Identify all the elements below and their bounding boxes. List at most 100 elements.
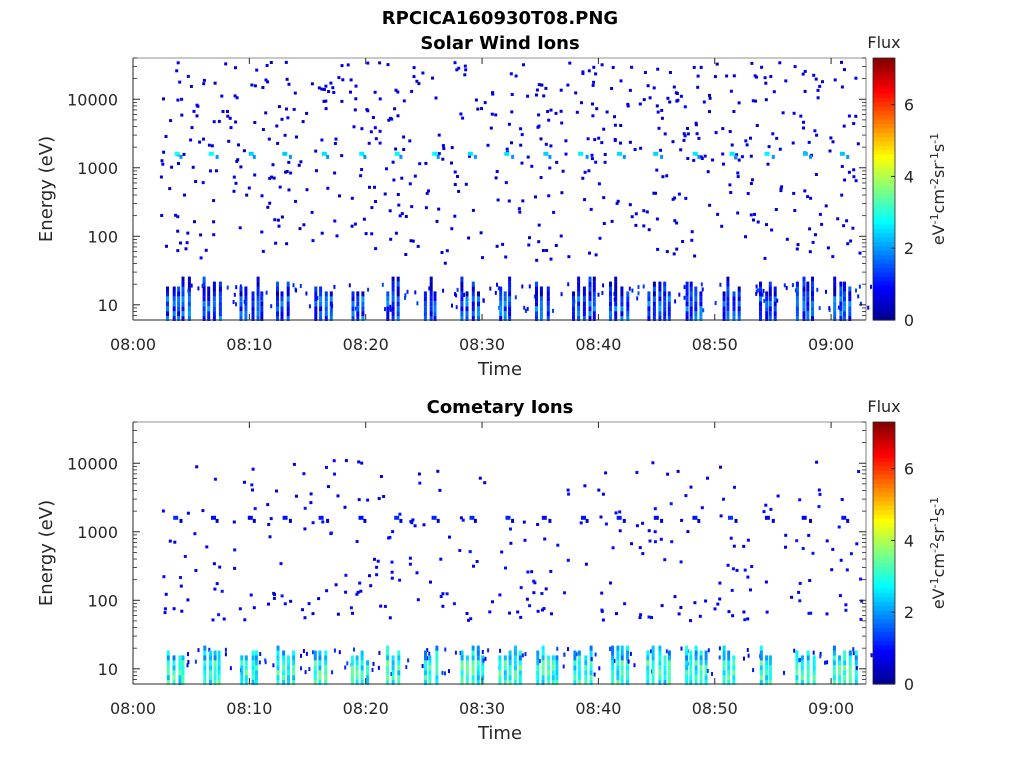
- low-energy-cell: [722, 645, 726, 651]
- scatter-count-cell: [417, 472, 421, 476]
- colorbar-segment: [873, 587, 895, 593]
- low-energy-cell: [503, 316, 507, 321]
- band-cell: [248, 151, 254, 156]
- low-energy-cell: [508, 665, 512, 671]
- scatter-count-cell: [597, 136, 601, 140]
- scatter-count-cell: [684, 196, 688, 200]
- low-energy-cell: [371, 667, 374, 672]
- low-energy-cell: [843, 286, 846, 292]
- low-energy-cell: [765, 660, 769, 666]
- low-energy-cell: [244, 670, 248, 676]
- scatter-count-cell: [303, 616, 307, 620]
- low-energy-cell: [177, 291, 181, 297]
- low-energy-cell: [276, 665, 280, 671]
- band-cell: [653, 515, 659, 520]
- scatter-count-cell: [266, 80, 270, 84]
- scatter-count-cell: [239, 165, 243, 169]
- low-energy-cell: [260, 301, 264, 307]
- low-energy-cell: [795, 301, 799, 307]
- low-energy-cell: [187, 296, 191, 302]
- scatter-count-cell: [180, 113, 184, 117]
- scatter-count-cell: [718, 581, 722, 585]
- scatter-count-cell: [808, 250, 812, 254]
- scatter-count-cell: [299, 160, 303, 164]
- low-energy-cell: [802, 276, 806, 282]
- low-energy-cell: [331, 670, 334, 675]
- colorbar-segment: [873, 162, 895, 168]
- colorbar-segment: [873, 315, 895, 321]
- band-cell: [622, 154, 626, 159]
- low-energy-cell: [329, 296, 333, 302]
- low-energy-cell: [795, 670, 799, 676]
- low-energy-cell: [503, 675, 507, 681]
- low-energy-cell: [722, 301, 726, 307]
- low-energy-cell: [614, 301, 618, 307]
- low-energy-cell: [694, 675, 698, 681]
- scatter-count-cell: [540, 592, 544, 595]
- scatter-count-cell: [177, 162, 180, 165]
- low-energy-cell: [718, 655, 721, 660]
- scatter-count-cell: [509, 541, 513, 545]
- low-energy-cell: [197, 648, 200, 653]
- low-energy-cell: [172, 660, 176, 666]
- scatter-count-cell: [618, 510, 622, 514]
- low-energy-cell: [806, 675, 810, 681]
- colorbar-segment: [873, 535, 895, 541]
- scatter-count-cell: [718, 597, 722, 601]
- scatter-count-cell: [437, 207, 441, 211]
- low-energy-cell: [465, 296, 469, 302]
- scatter-count-cell: [752, 218, 755, 222]
- low-energy-cell: [726, 311, 730, 317]
- scatter-count-cell: [814, 77, 818, 81]
- low-energy-cell: [651, 665, 655, 671]
- scatter-count-cell: [811, 240, 815, 244]
- scatter-count-cell: [329, 531, 333, 535]
- scatter-count-cell: [311, 239, 315, 243]
- low-energy-cell: [843, 311, 846, 317]
- scatter-count-cell: [315, 169, 318, 173]
- low-energy-cell: [665, 649, 668, 654]
- scatter-count-cell: [504, 181, 508, 185]
- low-energy-cell: [203, 665, 207, 671]
- panel-title: Cometary Ions: [427, 397, 574, 418]
- scatter-count-cell: [547, 194, 551, 198]
- low-energy-cell: [314, 291, 318, 297]
- low-energy-cell: [251, 311, 255, 317]
- low-energy-cell: [276, 655, 280, 661]
- low-energy-cell: [494, 290, 497, 295]
- scatter-count-cell: [854, 76, 858, 80]
- low-energy-cell: [460, 665, 464, 671]
- scatter-count-cell: [324, 84, 328, 88]
- low-energy-cell: [187, 311, 191, 317]
- scatter-count-cell: [668, 71, 672, 74]
- scatter-count-cell: [639, 146, 643, 150]
- low-energy-cell: [646, 675, 650, 681]
- scatter-count-cell: [161, 162, 165, 166]
- low-energy-cell: [276, 311, 279, 317]
- colorbar-segment: [873, 206, 895, 212]
- low-energy-cell: [689, 291, 693, 297]
- low-energy-cell: [503, 296, 507, 302]
- scatter-count-cell: [634, 223, 638, 227]
- colorbar-segment: [873, 470, 895, 475]
- low-energy-cell: [795, 291, 799, 297]
- band-cell: [179, 154, 183, 159]
- low-energy-cell: [424, 665, 427, 671]
- scatter-count-cell: [676, 469, 680, 473]
- low-energy-cell: [213, 675, 217, 681]
- low-energy-cell: [514, 295, 517, 300]
- scatter-count-cell: [798, 599, 802, 603]
- low-energy-cell: [812, 660, 816, 666]
- low-energy-cell: [685, 291, 689, 297]
- low-energy-cell: [499, 291, 503, 297]
- scatter-count-cell: [344, 459, 348, 463]
- low-energy-cell: [620, 680, 624, 685]
- scatter-count-cell: [673, 219, 677, 223]
- low-energy-cell: [685, 296, 689, 302]
- low-energy-cell: [727, 675, 731, 681]
- low-energy-cell: [667, 306, 671, 312]
- low-energy-cell: [843, 281, 846, 287]
- figure-title: RPCICA160930T08.PNG: [382, 8, 618, 29]
- scatter-count-cell: [184, 247, 188, 251]
- low-energy-cell: [658, 650, 662, 656]
